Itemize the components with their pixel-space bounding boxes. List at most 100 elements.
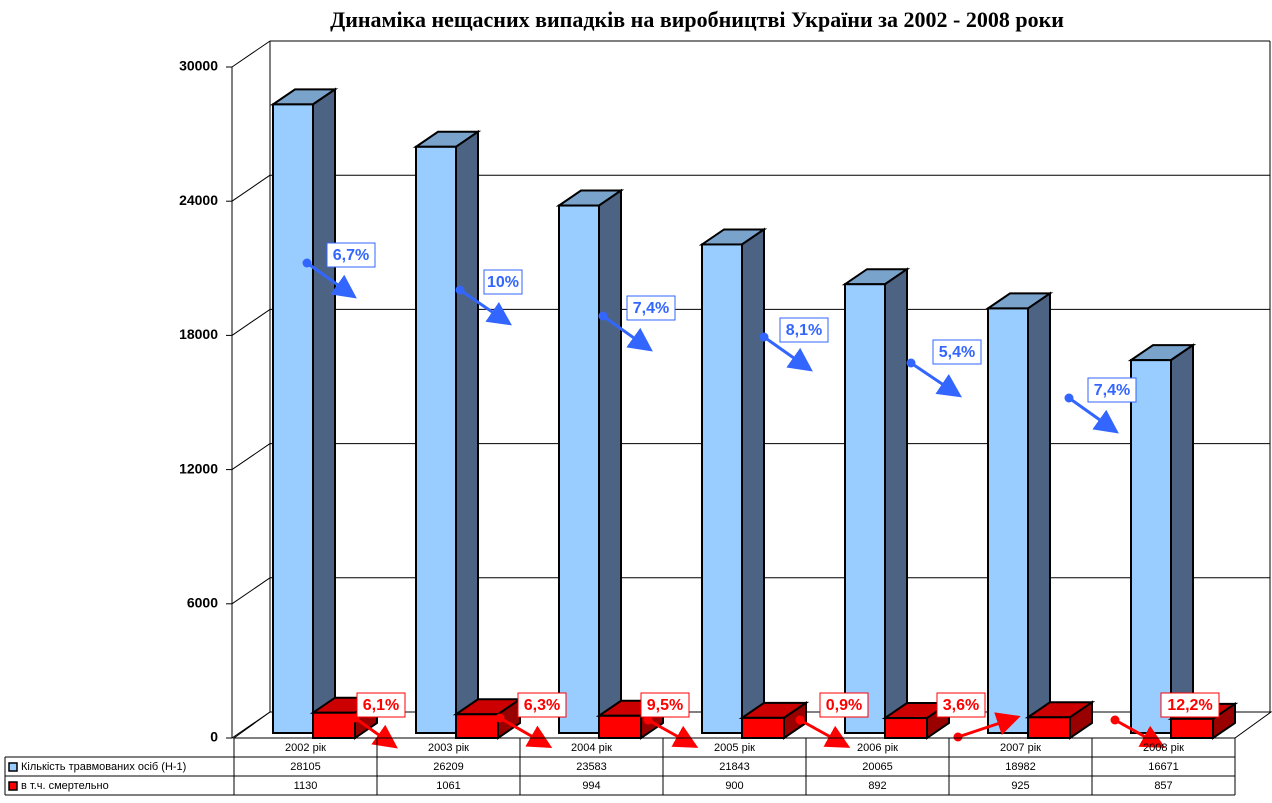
label-box (356, 692, 406, 718)
bar (987, 307, 1029, 734)
arrow (306, 261, 357, 299)
table-value: 994 (582, 780, 600, 792)
change-label: 12,2% (1167, 697, 1212, 714)
table-value: 892 (868, 780, 886, 792)
bar-side (455, 129, 479, 735)
table-value: 20065 (862, 761, 893, 773)
arrow (763, 335, 813, 372)
grid-line (231, 174, 271, 202)
label-box (626, 295, 676, 321)
arrow-dot (495, 713, 505, 723)
y-tick-label: 30000 (179, 58, 218, 74)
table-value: 1061 (436, 780, 460, 792)
table-value: 26209 (433, 761, 464, 773)
x-tick-label: 2002 рік (285, 742, 326, 754)
arrow-dot (795, 715, 805, 725)
x-tick-label: 2004 рік (571, 742, 612, 754)
arrow (1114, 718, 1166, 748)
bar-side (884, 267, 908, 735)
grid-line (231, 443, 271, 471)
bar (598, 714, 642, 739)
label-box (819, 692, 869, 718)
arrow (459, 288, 512, 326)
change-label: 6,3% (524, 697, 560, 714)
x-tick-label: 2008 рік (1143, 742, 1184, 754)
label-box (1087, 377, 1137, 403)
bar (455, 713, 499, 740)
bar-side (1170, 343, 1194, 735)
change-label: 5,4% (939, 344, 975, 361)
y-tick-label: 24000 (179, 192, 218, 208)
bar (741, 716, 785, 739)
change-label: 6,1% (363, 697, 399, 714)
arrow (799, 718, 851, 748)
x-tick-label: 2006 рік (857, 742, 898, 754)
arrow-dot (302, 258, 312, 268)
x-tick-label: 2007 рік (1000, 742, 1041, 754)
arrow-dot (643, 715, 653, 725)
arrow-dot (1064, 393, 1074, 403)
table-value: 16671 (1148, 761, 1179, 773)
arrow-dot (953, 732, 963, 742)
change-label: 7,4% (633, 300, 669, 317)
arrow-dot (1110, 715, 1120, 725)
change-label: 3,6% (943, 697, 979, 714)
label-box (326, 242, 376, 268)
arrow (1068, 396, 1119, 434)
label-box (1160, 692, 1220, 718)
table-value: 925 (1011, 780, 1029, 792)
arrow (499, 716, 553, 748)
table-value: 900 (725, 780, 743, 792)
change-label: 0,9% (826, 697, 862, 714)
bar (884, 717, 928, 740)
table-value: 18982 (1005, 761, 1036, 773)
y-tick-label: 18000 (179, 326, 218, 342)
table-value: 1130 (294, 780, 318, 792)
bar (558, 204, 600, 734)
legend-label: в т.ч. смертельно (21, 780, 109, 792)
change-label: 9,5% (647, 697, 683, 714)
legend-label: Кількість травмованих осіб (Н-1) (21, 761, 186, 773)
bar (844, 283, 886, 734)
bar (272, 103, 314, 735)
bar (701, 243, 743, 735)
bar (1027, 716, 1071, 740)
arrow-dot (759, 332, 769, 342)
table-value: 857 (1154, 780, 1172, 792)
bar-side (741, 227, 765, 735)
legend-swatch (8, 781, 18, 791)
change-label: 6,7% (333, 247, 369, 264)
table-value: 28105 (290, 761, 321, 773)
grid-line (231, 711, 271, 739)
bar-side (598, 188, 622, 735)
grid-line (231, 577, 271, 605)
grid-line (231, 308, 271, 336)
table-value: 21843 (719, 761, 750, 773)
table-value: 23583 (576, 761, 607, 773)
arrow-dot (598, 311, 608, 321)
arrow-dot (455, 285, 465, 295)
label-box (779, 317, 829, 343)
y-tick-label: 12000 (179, 460, 218, 476)
y-tick-label: 6000 (187, 595, 218, 611)
arrow (354, 716, 398, 749)
bar-side (312, 87, 336, 735)
arrow (647, 718, 699, 748)
x-tick-label: 2005 рік (714, 742, 755, 754)
label-box (932, 339, 982, 365)
grid-line (231, 40, 271, 68)
label-box (640, 692, 690, 718)
arrow (602, 314, 653, 352)
label-box (936, 692, 986, 718)
arrow (910, 361, 962, 398)
bar (1130, 359, 1172, 734)
legend-swatch (8, 762, 18, 772)
arrow (957, 712, 1021, 739)
change-label: 7,4% (1094, 382, 1130, 399)
bar (1170, 717, 1214, 740)
bar (415, 145, 457, 734)
bar (312, 711, 356, 739)
change-label: 8,1% (786, 322, 822, 339)
bar-side (1027, 291, 1051, 735)
